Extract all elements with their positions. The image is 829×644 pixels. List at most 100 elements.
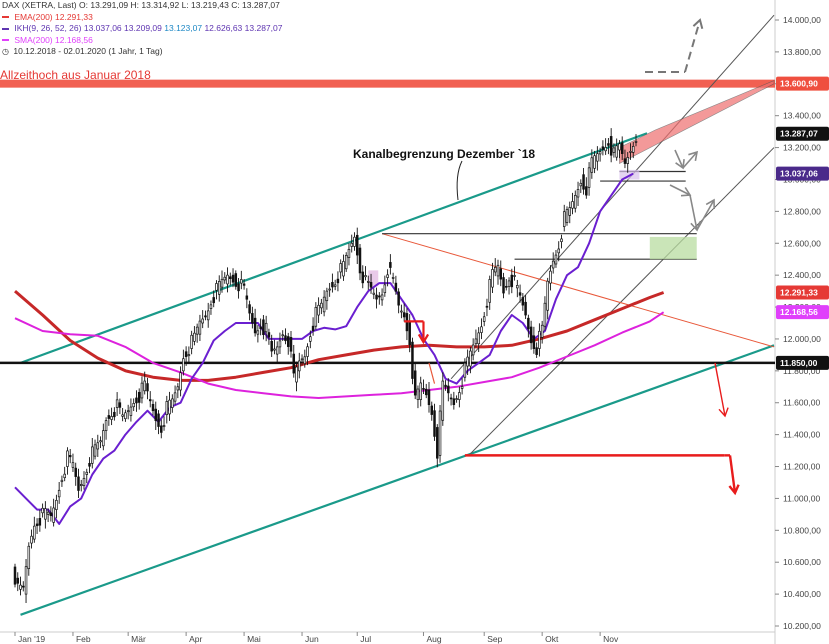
candle-body bbox=[298, 360, 301, 372]
candle-body bbox=[113, 411, 116, 418]
candle-body bbox=[587, 167, 591, 188]
candle-body bbox=[631, 146, 635, 153]
candle-body bbox=[535, 347, 538, 355]
candle-body bbox=[560, 238, 563, 243]
legend-ikh-value-1: 13.037,06 bbox=[83, 23, 122, 33]
candle-body bbox=[386, 274, 389, 278]
candle-body bbox=[41, 507, 44, 514]
candle-body bbox=[30, 535, 33, 544]
candle-body bbox=[463, 362, 467, 378]
red-arrow-d bbox=[728, 455, 737, 494]
x-tick-label: Apr bbox=[189, 634, 202, 644]
candle-body bbox=[620, 142, 624, 154]
candle-body bbox=[137, 392, 141, 403]
candle-body bbox=[491, 269, 494, 288]
zigzag-arrow-b bbox=[682, 151, 698, 169]
candle-body bbox=[546, 280, 549, 311]
y-tick-label: 13.400,00 bbox=[783, 111, 821, 121]
candle-body bbox=[516, 285, 519, 289]
candle-body bbox=[16, 577, 20, 584]
candle-body bbox=[314, 307, 318, 327]
x-tick-label: Sep bbox=[487, 634, 502, 644]
candle-body bbox=[99, 440, 102, 443]
candle-body bbox=[220, 278, 224, 288]
price-badge-label: 11.850,00 bbox=[780, 358, 818, 368]
candle-body bbox=[367, 281, 370, 283]
y-tick-label: 10.800,00 bbox=[783, 525, 821, 535]
legend-ikh-label: IKH(9, 26, 52, 26) bbox=[14, 23, 82, 33]
price-badge-label: 12.168,56 bbox=[780, 307, 818, 317]
price-badge-label: 13.037,06 bbox=[780, 169, 818, 179]
candle-body bbox=[68, 455, 72, 458]
candle-body bbox=[493, 266, 497, 273]
candle-body bbox=[96, 442, 100, 450]
candle-body bbox=[601, 146, 605, 150]
y-axis-panel bbox=[775, 0, 829, 644]
candle-body bbox=[604, 147, 607, 152]
x-tick-label: Aug bbox=[426, 634, 441, 644]
candle-body bbox=[22, 585, 25, 588]
candle-body bbox=[480, 326, 483, 333]
candle-body bbox=[543, 302, 547, 327]
candle-body bbox=[118, 402, 122, 408]
candle-body bbox=[129, 406, 133, 416]
y-tick-label: 10.400,00 bbox=[783, 589, 821, 599]
candle-body bbox=[240, 279, 243, 284]
candle-body bbox=[93, 444, 97, 457]
candle-body bbox=[593, 155, 596, 169]
candle-body bbox=[400, 310, 403, 313]
candle-body bbox=[24, 566, 28, 595]
candle-body bbox=[322, 296, 326, 313]
candle-body bbox=[353, 236, 356, 247]
candle-body bbox=[135, 397, 138, 404]
candle-body bbox=[55, 499, 58, 510]
legend-instrument-row: DAX (XETRA, Last) O: 13.291,09 H: 13.314… bbox=[2, 0, 282, 12]
zigzag-arrow-a bbox=[674, 149, 684, 169]
candle-body bbox=[507, 280, 511, 287]
candle-body bbox=[532, 335, 536, 350]
price-badge bbox=[776, 305, 829, 320]
candle-body bbox=[132, 403, 135, 408]
candle-body bbox=[256, 330, 260, 335]
candle-body bbox=[82, 477, 86, 487]
candle-body bbox=[612, 147, 616, 153]
candle-body bbox=[333, 284, 337, 287]
candle-body bbox=[19, 584, 22, 590]
candle-body bbox=[248, 304, 251, 314]
pullback-arrow-c bbox=[696, 199, 715, 231]
candle-body bbox=[455, 398, 458, 400]
candle-body bbox=[201, 318, 204, 324]
candle-body bbox=[79, 484, 83, 487]
candle-body bbox=[317, 304, 320, 316]
candle-body bbox=[306, 346, 309, 357]
candle-body bbox=[102, 430, 105, 447]
legend-ema-row: EMA(200) 12.291,33 bbox=[2, 12, 282, 24]
candle-body bbox=[444, 384, 447, 388]
candle-body bbox=[176, 386, 180, 391]
candle-body bbox=[331, 281, 334, 288]
price-badge bbox=[776, 285, 829, 300]
candle-body bbox=[237, 283, 240, 292]
candle-body bbox=[582, 174, 585, 190]
candle-body bbox=[540, 324, 544, 338]
candle-body bbox=[226, 274, 229, 285]
candle-body bbox=[44, 508, 47, 520]
ema-swatch-icon bbox=[2, 16, 9, 19]
candle-body bbox=[565, 209, 569, 223]
channel-label: Kanalbegrenzung Dezember `18 bbox=[353, 147, 536, 161]
candle-body bbox=[518, 292, 522, 296]
y-tick-label: 14.000,00 bbox=[783, 15, 821, 25]
candle-body bbox=[143, 380, 146, 392]
candle-body bbox=[355, 234, 359, 256]
candle-body bbox=[510, 274, 514, 288]
candle-body bbox=[513, 275, 516, 277]
candle-body bbox=[273, 348, 276, 351]
candle-body bbox=[74, 467, 77, 477]
candle-body bbox=[198, 320, 202, 335]
channel-upper-line bbox=[20, 132, 648, 364]
candle-body bbox=[148, 399, 152, 402]
candle-body bbox=[275, 346, 279, 355]
pink-zone bbox=[368, 270, 379, 287]
candle-body bbox=[292, 353, 296, 374]
